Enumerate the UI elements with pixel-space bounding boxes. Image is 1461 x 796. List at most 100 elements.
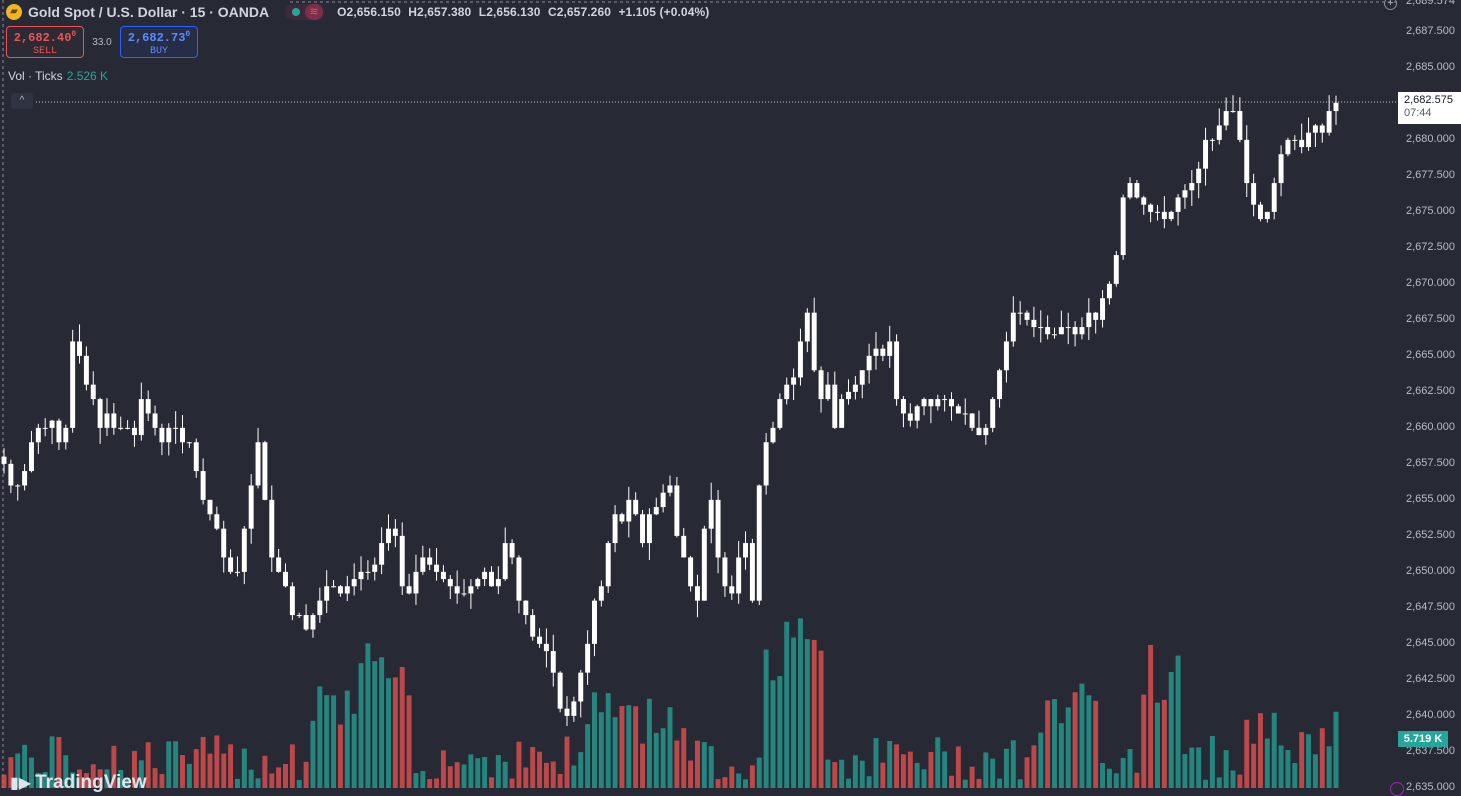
volume-legend[interactable]: Vol · Ticks 2.526 K — [8, 69, 108, 83]
volume-bar — [1003, 748, 1009, 788]
volume-bar — [475, 758, 481, 788]
volume-bar — [976, 778, 982, 788]
volume-bar — [420, 770, 426, 788]
volume-bar — [1113, 773, 1119, 788]
volume-bar — [791, 637, 797, 788]
volume-bar — [495, 755, 501, 788]
ohlc-close: C2,657.260 — [547, 5, 611, 19]
volume-bar — [1038, 732, 1044, 788]
candle-body — [722, 557, 728, 587]
candle-body — [1148, 204, 1154, 212]
volume-bar — [784, 621, 790, 788]
candle-body — [997, 370, 1003, 400]
volume-bar — [379, 657, 385, 788]
volume-bar — [530, 747, 536, 788]
symbol-title[interactable]: Gold Spot / U.S. Dollar · 15 · OANDA — [28, 4, 270, 20]
candle-body — [694, 586, 700, 601]
candle-body — [976, 427, 982, 436]
candle-body — [413, 571, 419, 594]
watermark-text: TradingView — [35, 772, 147, 793]
volume-value-label: 5.719 K — [1398, 731, 1448, 747]
add-alert-plus-icon[interactable]: + — [1384, 0, 1397, 10]
volume-bar — [962, 779, 968, 788]
volume-bar — [42, 772, 48, 788]
volume-bar — [1258, 713, 1263, 788]
volume-bar — [221, 753, 227, 788]
volume-bar — [653, 732, 659, 788]
volume-bar — [1312, 754, 1318, 788]
volume-bar — [241, 748, 247, 788]
volume-bar — [468, 754, 474, 788]
price-axis[interactable]: + 2,689.574 2,687.500 2,685.000 2,680.000 2,… — [1384, 0, 1461, 796]
volume-bar — [708, 746, 714, 788]
candlestick-series — [1, 95, 1339, 727]
volume-bar — [550, 761, 556, 788]
volume-bar — [612, 717, 618, 788]
candle-body — [1161, 211, 1167, 220]
volume-bar — [928, 751, 934, 788]
volume-bar — [646, 698, 652, 788]
sell-button[interactable]: 2,682.400 SELL — [6, 26, 84, 58]
candle-body — [1058, 327, 1064, 335]
candle-body — [1093, 312, 1099, 320]
volume-bar — [1326, 746, 1332, 788]
price-tick-label: 2,687.500 — [1406, 24, 1455, 37]
candle-body — [578, 672, 584, 702]
buy-label: BUY — [149, 46, 168, 57]
candle-body — [942, 399, 948, 401]
candle-body — [729, 586, 735, 594]
candle-body — [1175, 197, 1181, 212]
collapse-legend-button[interactable]: ^ — [11, 93, 33, 109]
candle-body — [173, 427, 179, 429]
volume-bar — [118, 769, 124, 788]
volume-bar — [77, 769, 82, 788]
volume-bar — [1134, 772, 1140, 788]
volume-bar — [543, 762, 549, 788]
volume-bar — [228, 744, 234, 788]
volume-legend-label: Vol · Ticks — [8, 69, 63, 83]
buy-button[interactable]: 2,682.730 BUY — [120, 26, 198, 58]
volume-bar — [351, 713, 357, 788]
candle-body — [571, 701, 577, 716]
candle-body — [743, 543, 748, 558]
volume-bar — [942, 751, 948, 788]
candle-body — [1271, 183, 1277, 212]
price-tick-label: 2,647.500 — [1406, 600, 1455, 613]
volume-bar — [83, 773, 89, 788]
candle-body — [296, 615, 302, 617]
candle-body — [1010, 312, 1016, 342]
price-chart[interactable] — [0, 0, 1398, 788]
volume-bar — [413, 773, 419, 788]
candle-body — [70, 341, 76, 428]
candle-body — [104, 413, 110, 428]
price-tick-label: 2,665.000 — [1406, 348, 1455, 361]
volume-bar — [1175, 655, 1181, 788]
candle-body — [90, 384, 96, 400]
volume-bar — [694, 740, 700, 788]
volume-bar — [1100, 762, 1106, 788]
volume-bar — [743, 779, 748, 788]
volume-bar — [331, 695, 337, 788]
chart-header: ▰ Gold Spot / U.S. Dollar · 15 · OANDA ≋… — [6, 2, 713, 22]
volume-legend-value: 2.526 K — [66, 69, 109, 83]
volume-bar — [310, 720, 316, 788]
volume-bar — [633, 706, 639, 788]
candle-body — [207, 499, 213, 515]
volume-bar — [1052, 699, 1057, 788]
candle-body — [990, 399, 996, 428]
volume-bar — [255, 778, 261, 788]
market-status-pill[interactable]: ≋ — [285, 4, 326, 20]
volume-bar — [365, 643, 371, 788]
candle-body — [646, 514, 652, 544]
candle-body — [1065, 327, 1071, 329]
volume-bar — [289, 744, 295, 788]
volume-bar — [660, 728, 666, 788]
volume-bar — [729, 766, 735, 788]
candle-body — [1292, 139, 1298, 141]
candle-body — [667, 485, 673, 493]
candle-body — [880, 348, 886, 356]
tradingview-watermark: ▮▶ TradingView — [10, 772, 147, 794]
volume-bar — [461, 764, 467, 788]
volume-bar — [1120, 758, 1126, 788]
volume-bar — [90, 764, 96, 788]
